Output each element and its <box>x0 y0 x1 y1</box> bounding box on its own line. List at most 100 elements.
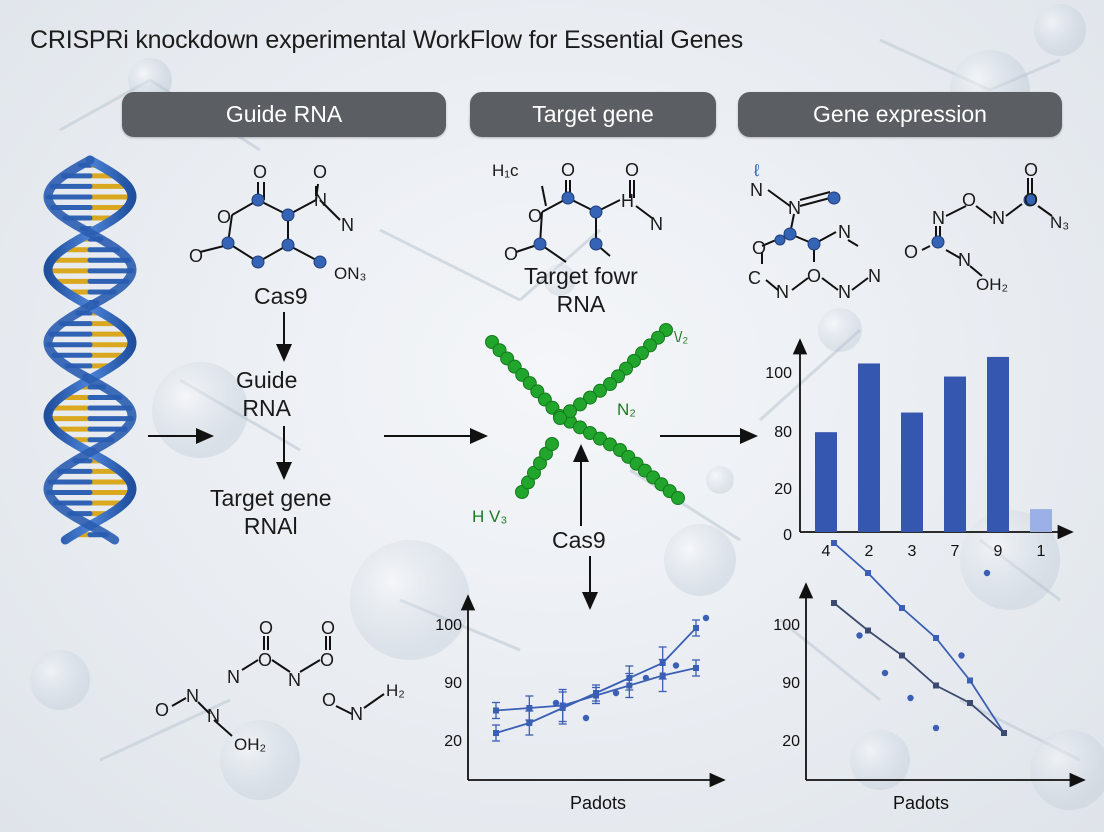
line-series-2 <box>495 667 697 712</box>
svg-text:N: N <box>838 222 851 242</box>
target-gene-rna-label: Target gene RNAl <box>210 485 332 540</box>
bar-y-zero-label: 0 <box>783 527 792 544</box>
bar-x-tick-label: 1 <box>1037 543 1046 560</box>
scatter-point <box>907 694 914 702</box>
svg-text:H₂: H₂ <box>386 681 405 700</box>
svg-text:OH₂: OH₂ <box>976 275 1008 294</box>
bar-chart: 4 2 3 7 9 1 20 80 100 0 <box>765 338 1074 560</box>
bar-9 <box>987 356 1009 532</box>
bar-x-tick-label: 9 <box>994 543 1003 560</box>
scatter-point <box>983 569 991 577</box>
header-gene-expression: Gene expression <box>738 92 1062 137</box>
cas9-label-center: Cas9 <box>552 527 606 553</box>
line-y-tick-label: 100 <box>435 617 462 634</box>
svg-text:ON₃: ON₃ <box>334 264 366 283</box>
svg-text:N: N <box>186 686 199 706</box>
svg-text:O: O <box>1024 160 1038 180</box>
line-chart-middle: 20 90 100 Padots <box>435 594 726 813</box>
svg-text:N: N <box>288 670 301 690</box>
svg-text:O: O <box>189 246 203 266</box>
svg-text:O: O <box>253 162 267 182</box>
bar-3 <box>901 412 923 532</box>
svg-text:O: O <box>752 238 766 258</box>
top-green-label: \/₂ <box>674 329 688 346</box>
svg-text:O: O <box>625 160 639 180</box>
scatter-point <box>672 662 680 669</box>
svg-text:ℓ: ℓ <box>753 161 760 180</box>
svg-text:O: O <box>258 650 272 670</box>
dna-helix-icon <box>43 155 137 545</box>
svg-text:O: O <box>1024 190 1038 210</box>
svg-text:O: O <box>904 242 918 262</box>
svg-text:O: O <box>561 160 575 180</box>
green-bead <box>603 377 617 391</box>
header-guide-rna: Guide RNA <box>122 92 446 137</box>
page-title: CRISPRi knockdown experimental WorkFlow … <box>30 26 744 54</box>
bar-x-tick-label: 2 <box>865 543 874 560</box>
svg-text:H₁c: H₁c <box>492 161 519 180</box>
green-bead-chains <box>485 323 685 505</box>
line-series-2 <box>833 602 1005 734</box>
bar-4 <box>815 432 837 532</box>
bar-x-tick-label: 3 <box>908 543 917 560</box>
line-y-tick-label: 20 <box>444 733 462 750</box>
green-bead <box>573 397 587 412</box>
svg-text:O: O <box>259 618 273 638</box>
svg-text:N: N <box>838 282 851 302</box>
svg-text:N: N <box>788 198 801 218</box>
line-y-tick-label: 90 <box>782 675 800 692</box>
svg-text:O: O <box>528 206 542 226</box>
svg-text:O: O <box>320 650 334 670</box>
green-bead <box>553 411 567 425</box>
cas9-label-left: Cas9 <box>254 283 308 309</box>
svg-text:N₃: N₃ <box>1050 213 1069 232</box>
svg-text:O: O <box>321 618 335 638</box>
scatter-point <box>856 632 863 639</box>
scatter-point <box>642 674 650 682</box>
scatter-point <box>932 724 940 732</box>
svg-text:N: N <box>227 667 240 687</box>
svg-text:C: C <box>748 268 761 288</box>
bar-y-tick-label: 20 <box>774 481 792 498</box>
guide-rna-molecule: O O O O N N ON₃ <box>189 162 366 283</box>
svg-text:O: O <box>504 244 518 264</box>
svg-text:N: N <box>992 208 1005 228</box>
green-bead <box>583 390 597 405</box>
line-series-1 <box>833 542 1005 734</box>
target-rna-label: Target fowr RNA <box>524 263 638 318</box>
line-x-axis-label: Padots <box>570 793 626 813</box>
header-target-gene: Target gene <box>470 92 716 137</box>
svg-text:O: O <box>217 207 231 227</box>
scatter-point <box>702 614 710 622</box>
svg-text:N: N <box>650 214 663 234</box>
n2-label: N₂ <box>617 400 636 419</box>
green-bead <box>593 383 607 398</box>
svg-text:O: O <box>322 690 336 710</box>
svg-text:O: O <box>313 162 327 182</box>
line-y-tick-label: 90 <box>444 675 462 692</box>
svg-text:O: O <box>807 266 821 286</box>
target-gene-molecule: H₁c O O O O H N <box>492 160 663 264</box>
green-bead <box>671 491 685 505</box>
svg-text:O: O <box>962 190 976 210</box>
line-x-axis-label: Padots <box>893 793 949 813</box>
svg-text:OH₂: OH₂ <box>234 735 266 754</box>
scatter-point <box>552 699 560 707</box>
bottom-left-molecule: O O O O N N N N O OH₂ O N H₂ <box>155 618 405 754</box>
svg-text:N: N <box>207 706 220 726</box>
bar-y-tick-label: 100 <box>765 365 792 382</box>
scatter-point <box>958 652 965 659</box>
line-y-tick-label: 100 <box>773 617 800 634</box>
scatter-point <box>582 714 590 722</box>
bar-x-tick-label: 4 <box>822 543 831 560</box>
svg-text:N: N <box>341 215 354 235</box>
green-bead <box>545 437 559 451</box>
hv3-label: H V₃ <box>472 507 507 526</box>
svg-text:N: N <box>868 266 881 286</box>
svg-text:O: O <box>155 700 169 720</box>
svg-text:H: H <box>621 191 634 211</box>
guide-rna-label: Guide RNA <box>236 367 298 422</box>
scatter-point <box>612 689 620 697</box>
